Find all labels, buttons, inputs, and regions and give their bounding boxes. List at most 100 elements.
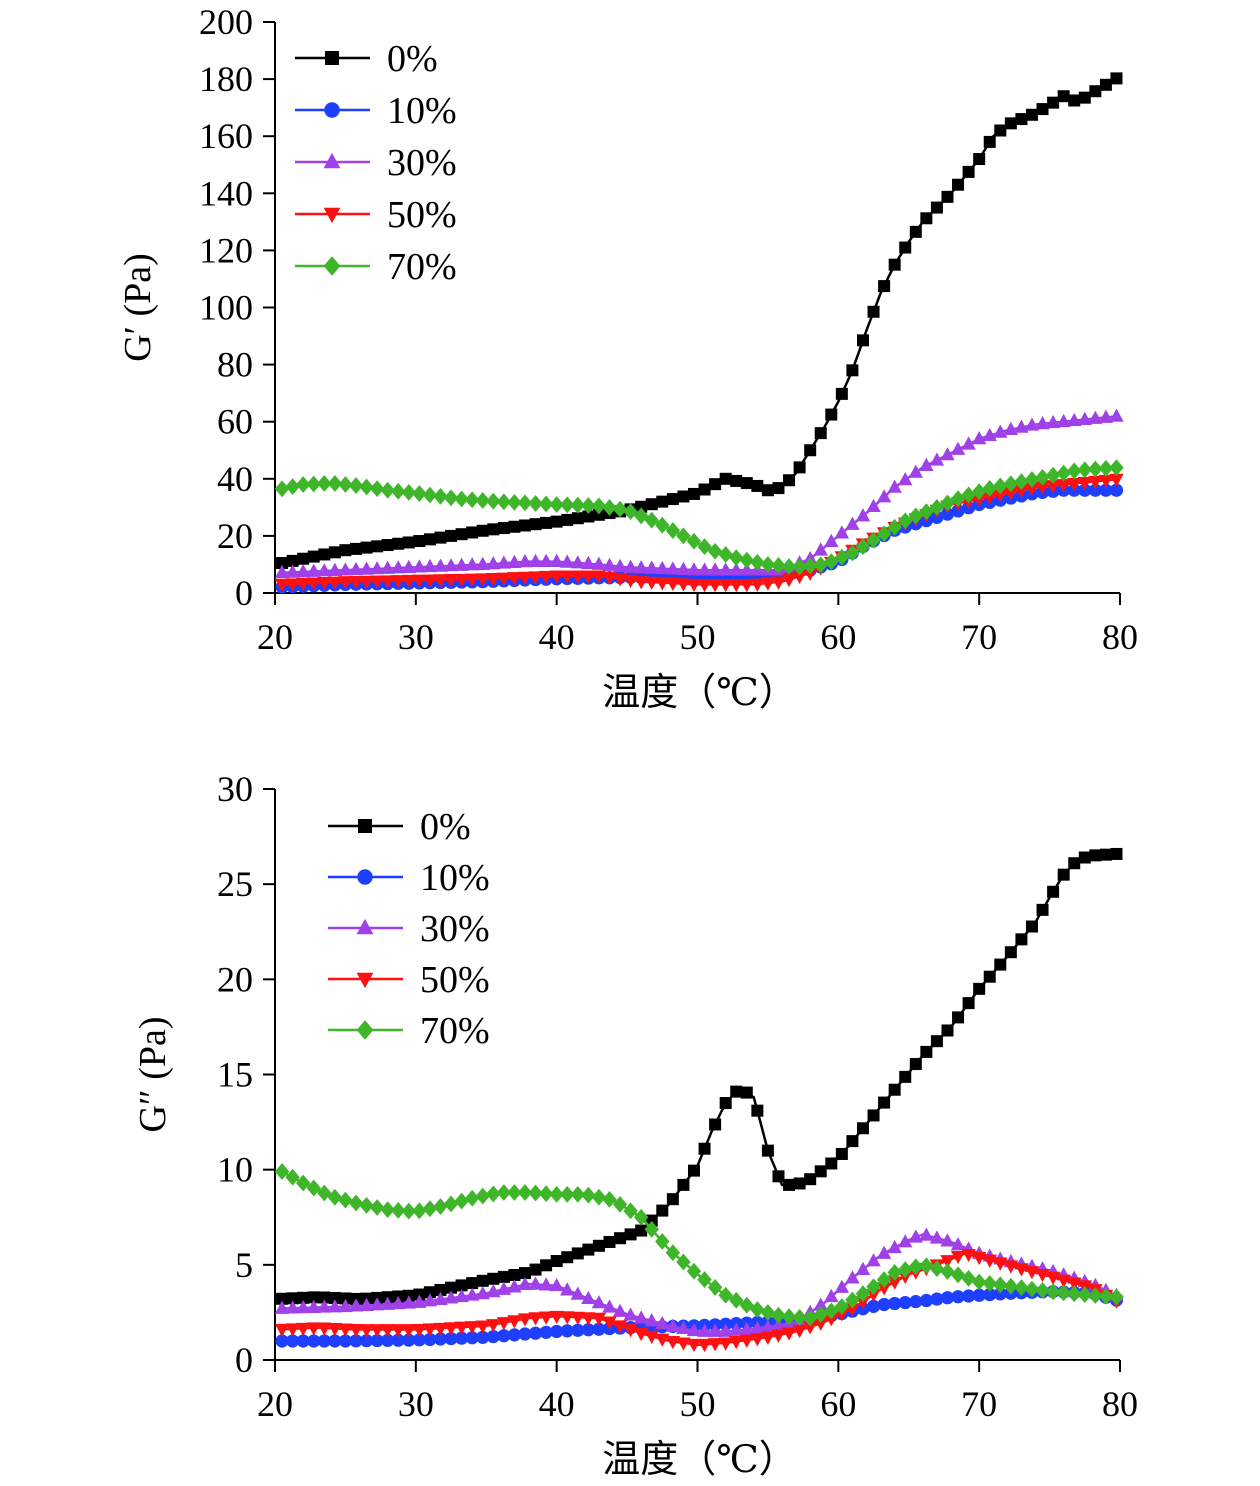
data-point: [348, 1298, 364, 1312]
data-point: [507, 1328, 522, 1342]
data-point: [855, 1261, 871, 1275]
data-point: [401, 574, 416, 589]
data-point: [665, 561, 681, 575]
data-point: [644, 576, 659, 590]
data-point: [507, 554, 522, 568]
legend-item: 50%: [328, 959, 490, 1001]
data-point: [993, 477, 1008, 495]
data-point: [412, 1323, 427, 1338]
legend-label: 10%: [387, 90, 457, 132]
data-point: [570, 1186, 585, 1203]
x-tick-label: 20: [257, 1384, 293, 1424]
data-point: [402, 1333, 416, 1347]
data-point: [560, 1282, 575, 1296]
data-point: [295, 577, 311, 592]
data-point: [317, 1334, 331, 1348]
legend-marker: [325, 51, 339, 65]
data-point: [412, 485, 427, 502]
data-point: [497, 1270, 510, 1283]
data-point: [994, 124, 1007, 137]
data-point: [781, 558, 797, 575]
data-point: [761, 1144, 774, 1157]
y-tick-label: 40: [217, 459, 253, 499]
data-point: [348, 561, 364, 576]
data-point: [401, 1295, 416, 1309]
data-point: [940, 1233, 955, 1247]
data-point: [633, 1327, 649, 1342]
data-point: [855, 538, 871, 556]
data-point: [846, 1135, 859, 1148]
data-point: [1047, 96, 1060, 109]
data-point: [285, 578, 300, 592]
data-point: [561, 513, 574, 526]
data-point: [1110, 847, 1123, 860]
data-point: [633, 560, 649, 574]
data-point: [920, 1045, 933, 1058]
y-tick-label: 100: [199, 288, 253, 328]
data-point: [318, 1291, 331, 1304]
data-point: [338, 1323, 353, 1337]
data-point: [455, 1279, 468, 1292]
data-point: [528, 1184, 543, 1202]
data-point: [718, 1323, 733, 1337]
data-point: [899, 1070, 912, 1083]
data-point: [1014, 473, 1029, 491]
data-point: [391, 1296, 406, 1310]
data-point: [369, 1199, 385, 1216]
data-point: [697, 1338, 712, 1353]
data-point: [561, 1251, 574, 1264]
legend-marker: [358, 819, 372, 833]
x-tick-label: 80: [1102, 617, 1138, 657]
data-point: [740, 477, 753, 490]
data-point: [855, 1296, 871, 1310]
data-point: [1057, 90, 1070, 103]
data-point: [677, 490, 690, 503]
data-point: [645, 498, 658, 511]
data-point: [507, 572, 522, 586]
data-point: [719, 1097, 732, 1110]
data-point: [380, 1296, 395, 1310]
data-point: [1057, 868, 1070, 881]
data-point: [349, 542, 362, 555]
data-point: [792, 1309, 807, 1326]
data-point: [729, 1322, 744, 1336]
data-point: [697, 1323, 712, 1337]
data-point: [317, 1299, 332, 1313]
data-point: [475, 556, 490, 570]
data-point: [370, 1333, 384, 1348]
data-point: [486, 1283, 501, 1298]
data-point: [391, 1201, 406, 1219]
data-point: [591, 1312, 607, 1326]
data-point: [1068, 857, 1081, 870]
data-point: [719, 472, 732, 485]
y-tick-label: 120: [199, 230, 253, 270]
data-point: [644, 560, 659, 574]
data-point: [930, 1292, 944, 1306]
data-point: [973, 153, 986, 166]
data-point: [718, 579, 733, 593]
data-point: [1035, 1282, 1050, 1299]
data-point: [802, 1321, 818, 1335]
data-point: [633, 1208, 649, 1226]
data-point: [908, 464, 923, 478]
data-point: [686, 1338, 702, 1353]
data-point: [560, 1186, 575, 1203]
series-0pct: [276, 847, 1123, 1305]
data-point: [295, 564, 311, 578]
data-point: [656, 1204, 669, 1217]
data-point: [1014, 484, 1029, 499]
legend-label: 30%: [420, 908, 490, 950]
legend-item: 50%: [295, 194, 457, 236]
data-point: [464, 1189, 480, 1207]
data-point: [476, 1274, 489, 1287]
data-point: [486, 492, 501, 510]
data-point: [297, 1291, 310, 1304]
data-point: [709, 478, 722, 491]
data-point: [887, 1239, 902, 1254]
data-point: [423, 1286, 436, 1299]
data-point: [422, 574, 438, 588]
data-point: [581, 1290, 596, 1305]
y-tick-label: 20: [217, 516, 253, 556]
data-point: [729, 579, 744, 593]
y-tick-label: 80: [217, 345, 253, 385]
